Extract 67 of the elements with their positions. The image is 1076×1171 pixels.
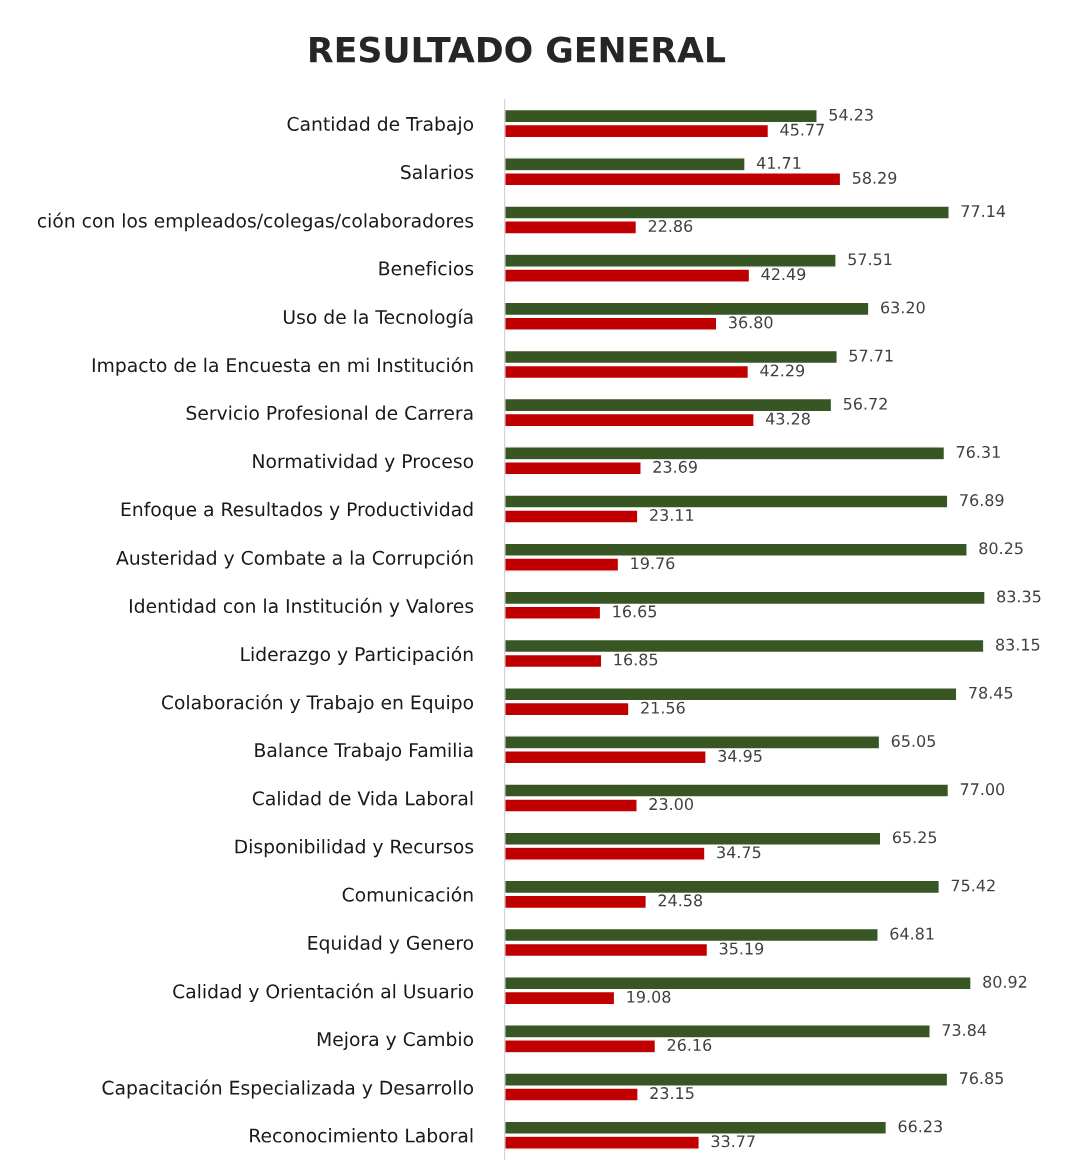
y-tick-label: Cantidad de Trabajo (287, 116, 474, 135)
y-tick-label: Identidad con la Institución y Valores (129, 597, 474, 617)
y-tick-label: Enfoque a Resultados y Productividad (121, 501, 473, 521)
data-label: 35.19 (719, 942, 764, 955)
data-label: 16.65 (613, 605, 657, 618)
data-label: 54.23 (829, 108, 873, 121)
data-label: 41.71 (756, 157, 801, 169)
y-tick-label: Austeridad y Combate a la Corrupción (116, 549, 473, 569)
data-label: 63.20 (881, 301, 925, 314)
data-label: 43.28 (765, 412, 810, 425)
y-tick-label: Reconocimiento Laboral (250, 1128, 473, 1143)
data-label: 75.42 (951, 879, 995, 892)
y-tick-label: Liderazgo y Participación (241, 646, 473, 665)
data-label: 77.00 (960, 783, 1005, 796)
data-label: 73.84 (942, 1023, 987, 1037)
data-label: 33.77 (711, 1135, 755, 1148)
data-label: 36.80 (729, 316, 773, 329)
y-tick-label: Disponibilidad y Recursos (235, 839, 474, 858)
data-label: 64.81 (890, 927, 934, 940)
data-label: 76.85 (959, 1072, 1003, 1085)
data-label: 22.86 (648, 219, 693, 233)
y-tick-label: Uso de la Tecnología (283, 308, 473, 328)
data-label: 56.72 (843, 397, 887, 410)
data-label: 23.15 (650, 1087, 694, 1100)
y-tick-label: Calidad de Vida Laboral (252, 790, 473, 806)
chart-title: RESULTADO GENERAL (310, 36, 726, 63)
y-tick-label: Impacto de la Encuesta en mi Institución (92, 356, 473, 376)
y-tick-label: Servicio Profesional de Carrera (186, 405, 473, 421)
data-label: 57.51 (848, 253, 892, 266)
data-label: 57.71 (849, 349, 893, 362)
y-tick-label: ción con los empleados/colegas/colaboradores (37, 212, 474, 232)
data-label: 80.92 (983, 975, 1027, 988)
data-label: 19.76 (631, 557, 675, 570)
y-tick-label: Mejora y Cambio (317, 1031, 474, 1050)
y-tick-label: Balance Trabajo Familia (255, 742, 473, 761)
y-tick-label: Calidad y Orientación al Usuario (173, 983, 474, 1003)
data-label: 58.29 (852, 171, 897, 184)
data-label: 23.69 (653, 460, 697, 473)
data-label: 83.15 (996, 638, 1040, 651)
data-label: 78.45 (969, 686, 1013, 699)
y-tick-label: Normatividad y Proceso (253, 453, 474, 472)
data-label: 23.11 (650, 509, 694, 522)
y-tick-label: Beneficios (379, 261, 474, 276)
y-tick-label: Capacitación Especializada y Desarrollo (102, 1079, 474, 1099)
data-label: 80.25 (979, 542, 1023, 555)
data-label: 24.58 (658, 894, 703, 907)
data-label: 42.49 (761, 268, 806, 281)
data-label: 23.00 (649, 798, 693, 811)
y-tick-label: Salarios (401, 164, 474, 180)
data-label: 34.95 (718, 749, 762, 762)
data-label: 76.89 (960, 494, 1004, 507)
data-label: 34.75 (717, 846, 761, 859)
data-label: 77.14 (961, 205, 1006, 217)
data-label: 65.05 (891, 734, 935, 748)
data-label: 66.23 (898, 1120, 942, 1133)
data-label: 19.08 (627, 990, 671, 1003)
y-tick-label: Equidad y Genero (308, 935, 474, 954)
data-label: 65.25 (892, 831, 937, 844)
data-label: 76.31 (956, 445, 1000, 458)
data-label: 16.85 (614, 653, 658, 666)
data-label: 21.56 (641, 701, 685, 714)
y-tick-label: Colaboración y Trabajo en Equipo (161, 694, 474, 714)
data-label: 83.35 (997, 590, 1041, 603)
data-label: 42.29 (760, 364, 805, 377)
y-tick-label: Comunicación (342, 886, 473, 902)
data-label: 45.77 (780, 123, 824, 136)
data-label: 26.16 (667, 1038, 712, 1051)
